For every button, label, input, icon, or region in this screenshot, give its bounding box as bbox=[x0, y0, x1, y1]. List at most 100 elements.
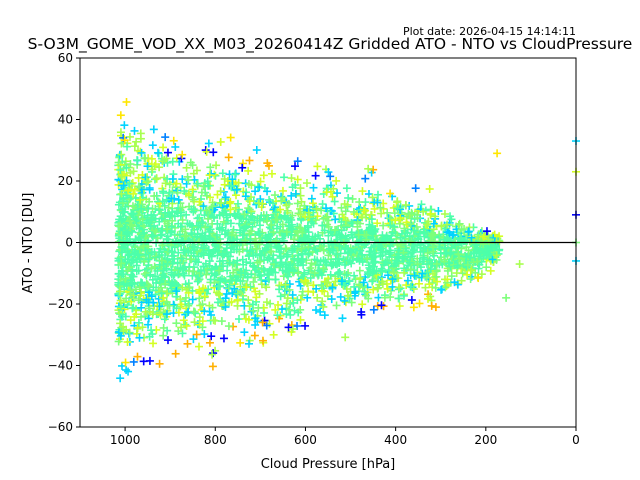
data-point bbox=[273, 311, 282, 320]
data-point bbox=[357, 250, 366, 259]
data-point bbox=[479, 232, 488, 241]
data-point bbox=[428, 231, 437, 240]
data-point bbox=[396, 214, 405, 223]
data-point bbox=[398, 254, 407, 263]
data-point bbox=[117, 323, 126, 332]
data-point bbox=[282, 201, 291, 210]
data-point bbox=[233, 256, 242, 265]
data-point bbox=[334, 269, 343, 278]
data-point bbox=[184, 191, 193, 200]
data-point bbox=[126, 160, 135, 169]
data-point bbox=[304, 228, 313, 237]
data-point bbox=[215, 266, 224, 275]
data-point bbox=[349, 207, 358, 216]
data-point bbox=[369, 285, 378, 294]
data-point bbox=[441, 283, 450, 292]
data-point bbox=[396, 284, 405, 293]
data-point bbox=[395, 294, 404, 303]
data-point bbox=[259, 264, 268, 273]
data-point bbox=[168, 259, 177, 268]
data-point bbox=[356, 246, 365, 255]
x-axis-label: Cloud Pressure [hPa] bbox=[261, 457, 396, 472]
data-point bbox=[363, 270, 372, 279]
data-point bbox=[240, 310, 249, 319]
data-point bbox=[248, 300, 257, 309]
data-point bbox=[278, 220, 287, 229]
data-point bbox=[452, 269, 461, 278]
data-point bbox=[132, 137, 141, 146]
data-point bbox=[429, 247, 438, 256]
data-point bbox=[187, 255, 196, 264]
data-point bbox=[336, 292, 345, 301]
data-point bbox=[213, 251, 222, 260]
data-point bbox=[194, 342, 203, 351]
data-point bbox=[133, 352, 142, 361]
data-point bbox=[145, 197, 154, 206]
data-point bbox=[132, 267, 141, 276]
data-point bbox=[324, 251, 333, 260]
data-point bbox=[224, 322, 233, 331]
data-point bbox=[208, 362, 217, 371]
data-point bbox=[388, 275, 397, 284]
data-point bbox=[431, 283, 440, 292]
data-point bbox=[294, 269, 303, 278]
data-point bbox=[403, 276, 412, 285]
data-point bbox=[425, 184, 434, 193]
data-point bbox=[482, 227, 491, 236]
data-point bbox=[282, 260, 291, 269]
data-point bbox=[122, 230, 131, 239]
data-point bbox=[221, 230, 230, 239]
data-point bbox=[386, 221, 395, 230]
data-point bbox=[178, 329, 187, 338]
data-point bbox=[219, 217, 228, 226]
data-point bbox=[370, 242, 379, 251]
data-point bbox=[182, 163, 191, 172]
data-point bbox=[453, 261, 462, 270]
data-point bbox=[144, 314, 153, 323]
data-point bbox=[159, 143, 168, 152]
data-point bbox=[282, 310, 291, 319]
data-point bbox=[315, 261, 324, 270]
data-point bbox=[414, 234, 423, 243]
data-point bbox=[182, 179, 191, 188]
data-point bbox=[304, 249, 313, 258]
data-point bbox=[291, 162, 300, 171]
data-point bbox=[359, 278, 368, 287]
data-point bbox=[244, 204, 253, 213]
data-point bbox=[177, 254, 186, 263]
data-point bbox=[466, 266, 475, 275]
data-point bbox=[118, 322, 127, 331]
data-point bbox=[207, 332, 216, 341]
data-point bbox=[133, 323, 142, 332]
data-point bbox=[255, 229, 264, 238]
data-point bbox=[199, 284, 208, 293]
data-point bbox=[172, 179, 181, 188]
data-point bbox=[239, 213, 248, 222]
data-point bbox=[422, 273, 431, 282]
data-point bbox=[139, 357, 148, 366]
data-point bbox=[197, 188, 206, 197]
data-point bbox=[172, 319, 181, 328]
data-point bbox=[381, 247, 390, 256]
data-point bbox=[340, 281, 349, 290]
data-point bbox=[199, 202, 208, 211]
data-point bbox=[515, 260, 524, 269]
data-point bbox=[318, 221, 327, 230]
data-point bbox=[254, 199, 263, 208]
data-point bbox=[200, 307, 209, 316]
data-point bbox=[328, 192, 337, 201]
data-point bbox=[116, 374, 125, 383]
data-point bbox=[324, 231, 333, 240]
data-point bbox=[121, 274, 130, 283]
data-point bbox=[405, 258, 414, 267]
data-point bbox=[147, 210, 156, 219]
data-point bbox=[333, 189, 342, 198]
data-point bbox=[240, 328, 249, 337]
data-point bbox=[155, 359, 164, 368]
data-point bbox=[293, 175, 302, 184]
data-point bbox=[385, 252, 394, 261]
data-point bbox=[181, 225, 190, 234]
data-point bbox=[208, 237, 217, 246]
data-point bbox=[328, 283, 337, 292]
data-point bbox=[271, 215, 280, 224]
